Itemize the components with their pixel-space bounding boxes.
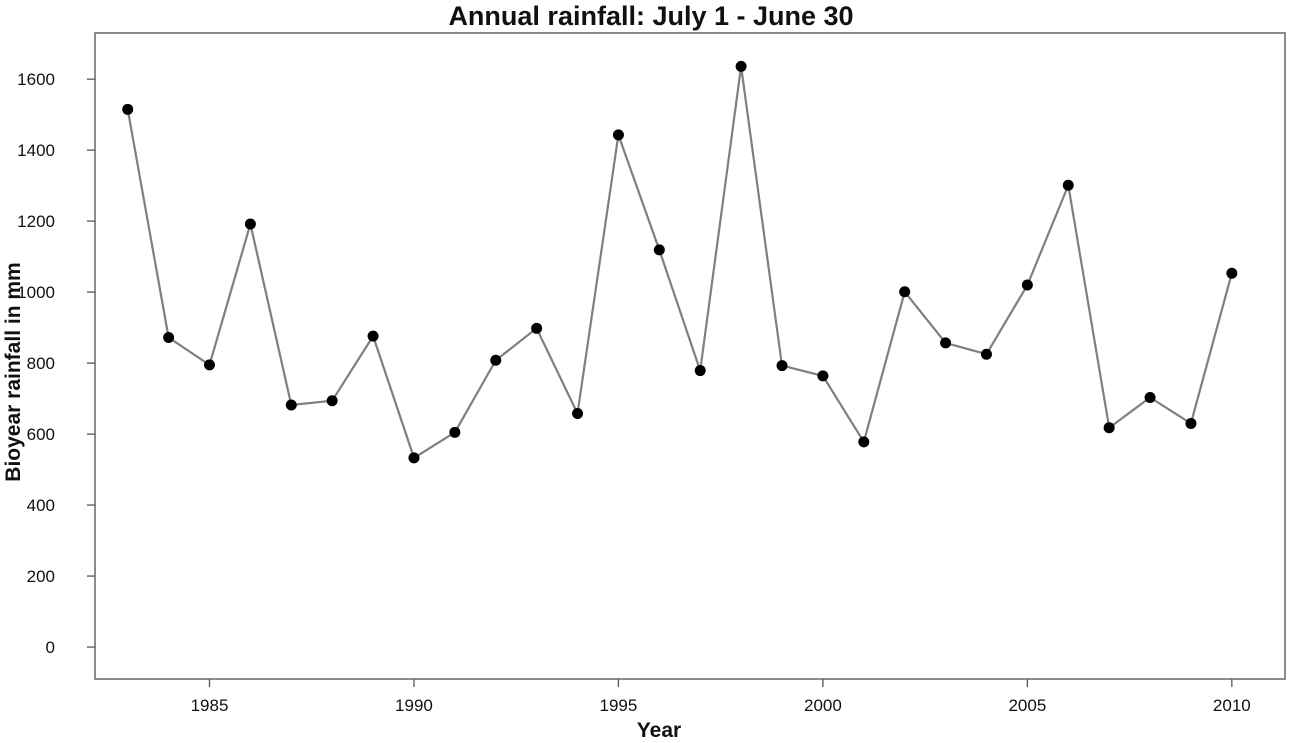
- data-point-1999: [776, 360, 788, 372]
- x-tick-label-2: 1995: [600, 696, 638, 715]
- y-tick-label-0: 0: [46, 638, 55, 657]
- y-tick-label-3: 600: [27, 425, 55, 444]
- x-axis: 1985 1990 1995 2000 2005 2010: [191, 679, 1251, 715]
- x-axis-label: Year: [637, 719, 681, 742]
- x-tick-label-1: 1990: [395, 696, 433, 715]
- data-point-1994: [572, 408, 584, 420]
- data-point-1988: [326, 395, 338, 407]
- data-point-2009: [1185, 417, 1197, 429]
- plot-frame: [94, 32, 1286, 680]
- y-tick-label-4: 800: [27, 354, 55, 373]
- data-point-2004: [980, 348, 992, 360]
- data-point-2005: [1021, 279, 1033, 291]
- y-tick-label-5: 1000: [17, 283, 55, 302]
- x-tick-label-5: 2010: [1213, 696, 1251, 715]
- series-group: [122, 60, 1238, 464]
- data-point-1990: [408, 452, 420, 464]
- data-point-1984: [163, 332, 175, 344]
- data-point-2003: [940, 337, 952, 349]
- x-tick-label-4: 2005: [1008, 696, 1046, 715]
- data-point-2006: [1062, 179, 1074, 191]
- data-point-2000: [817, 370, 829, 382]
- chart-title: Annual rainfall: July 1 - June 30: [448, 1, 853, 31]
- y-tick-label-6: 1200: [17, 212, 55, 231]
- y-tick-label-7: 1400: [17, 141, 55, 160]
- data-point-1992: [490, 354, 502, 366]
- data-point-1991: [449, 426, 461, 438]
- data-point-1993: [531, 322, 543, 334]
- y-tick-label-2: 400: [27, 496, 55, 515]
- y-tick-label-1: 200: [27, 567, 55, 586]
- data-point-1983: [122, 103, 134, 115]
- data-point-2008: [1144, 392, 1156, 404]
- y-tick-label-8: 1600: [17, 70, 55, 89]
- data-point-1985: [204, 359, 216, 371]
- x-tick-label-0: 1985: [191, 696, 229, 715]
- y-axis-label: Bioyear rainfall in mm: [2, 262, 25, 481]
- data-point-1997: [694, 365, 706, 377]
- data-point-2010: [1226, 267, 1238, 279]
- x-tick-label-3: 2000: [804, 696, 842, 715]
- data-point-1995: [612, 129, 624, 141]
- data-point-2001: [858, 436, 870, 448]
- series-line-0: [126, 65, 1233, 459]
- y-axis: 0 200 400 600 800 1000 1200 1400 1600: [17, 70, 95, 657]
- data-point-1989: [367, 330, 379, 342]
- data-point-1986: [244, 218, 256, 230]
- data-point-1987: [285, 399, 297, 411]
- data-point-1996: [653, 244, 665, 256]
- data-point-2007: [1103, 422, 1115, 434]
- data-point-2002: [899, 286, 911, 298]
- data-point-1998: [735, 60, 747, 72]
